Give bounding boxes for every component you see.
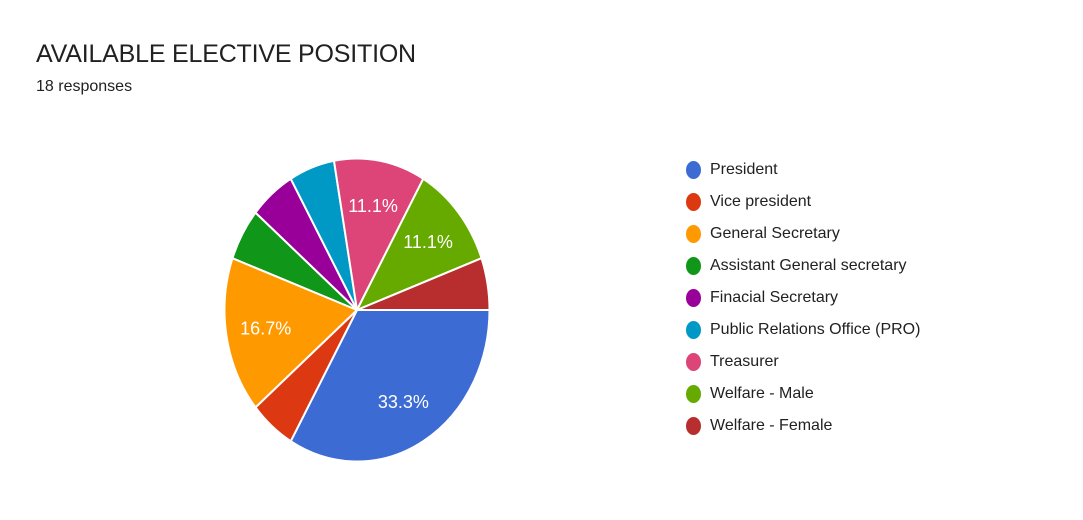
legend-label-general-secretary: General Secretary [710,225,840,242]
legend-item-welfare-male: Welfare - Male [686,378,920,410]
legend-item-vice-president: Vice president [686,186,920,218]
legend-color-dot-treasurer [686,353,701,371]
legend-label-public-relations-office-pro: Public Relations Office (PRO) [710,321,921,338]
legend-item-public-relations-office-pro: Public Relations Office (PRO) [686,314,920,346]
legend-label-assistant-general-secretary: Assistant General secretary [710,257,907,274]
pie-slice-percent-welfare-male: 11.1% [403,232,453,252]
legend-label-welfare-female: Welfare - Female [710,417,833,434]
responses-count: 18 responses [36,78,133,95]
legend-item-general-secretary: General Secretary [686,218,920,250]
legend-label-president: President [710,161,778,178]
question-title: AVAILABLE ELECTIVE POSITION [36,40,416,68]
pie-slice-general-secretary[interactable] [223,257,358,409]
legend-label-treasurer: Treasurer [710,353,779,370]
pie-slice-percent-general-secretary: 16.7% [240,319,291,339]
legend-color-dot-welfare-female [686,417,701,435]
legend-color-dot-finacial-secretary [686,289,701,307]
legend-color-dot-vice-president [686,193,701,211]
legend-item-assistant-general-secretary: Assistant General secretary [686,250,920,282]
legend-color-dot-president [686,161,701,179]
legend-item-treasurer: Treasurer [686,346,920,378]
pie-slice-welfare-female[interactable] [356,257,491,311]
pie-slice-percent-president: 33.3% [378,392,429,412]
pie-slice-president[interactable] [289,309,491,463]
legend-color-dot-assistant-general-secretary [686,257,701,275]
pie-slice-welfare-male[interactable] [356,177,483,311]
pie-slice-treasurer[interactable] [332,157,425,311]
legend: President Vice president General Secretary… [686,154,920,442]
legend-label-finacial-secretary: Finacial Secretary [710,289,839,306]
legend-item-welfare-female: Welfare - Female [686,410,920,442]
pie-slice-percent-treasurer: 11.1% [348,196,398,216]
legend-color-dot-general-secretary [686,225,701,243]
legend-label-vice-president: Vice president [710,193,812,210]
legend-item-president: President [686,154,920,186]
legend-label-welfare-male: Welfare - Male [710,385,814,402]
legend-color-dot-welfare-male [686,385,701,403]
legend-color-dot-public-relations-office-pro [686,321,701,339]
legend-item-finacial-secretary: Finacial Secretary [686,282,920,314]
